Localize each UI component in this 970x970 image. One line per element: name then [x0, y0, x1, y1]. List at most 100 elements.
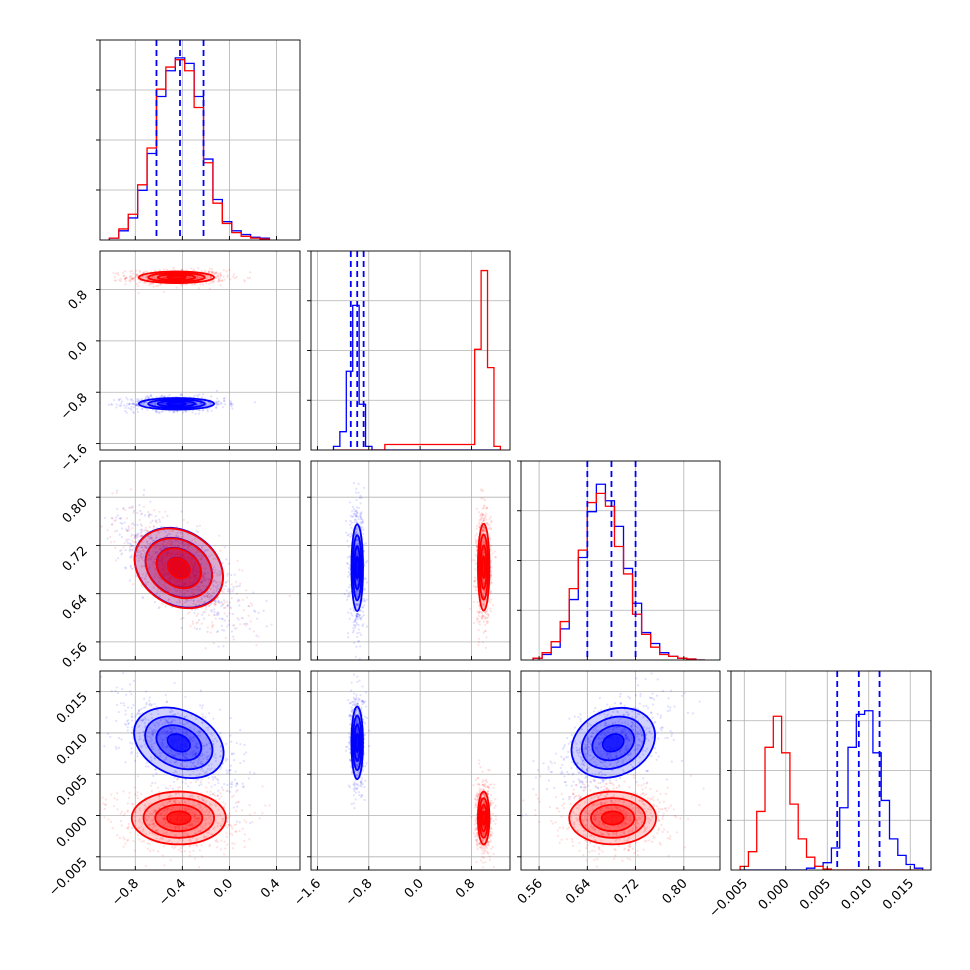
panel-p32 [307, 460, 511, 661]
contour-blue [166, 401, 187, 407]
tick-label: 0.0 [66, 339, 91, 364]
contour-red [481, 555, 487, 579]
panel-p4 [727, 670, 932, 871]
contour-red [130, 790, 227, 846]
contour-red [477, 790, 491, 846]
contour-blue [156, 399, 197, 408]
contour-red [154, 803, 204, 833]
contour-blue [350, 705, 364, 781]
tick-label: −0.8 [109, 876, 142, 909]
panel-content [311, 671, 510, 870]
contour-red [133, 527, 224, 610]
contour-blue [137, 397, 216, 411]
contour-red [142, 797, 216, 839]
contour-red [137, 270, 216, 284]
tick-label: −0.8 [58, 390, 91, 423]
contour-blue [351, 714, 363, 771]
hist-step-red [333, 269, 502, 450]
density-fill-red [168, 559, 189, 578]
density-fill-red [168, 812, 190, 824]
panels-layer [96, 39, 932, 871]
contour-red [481, 810, 487, 826]
panel-content [521, 461, 720, 660]
hist-step-red [108, 59, 271, 240]
tick-label: 0.0 [402, 876, 427, 901]
tick-label: −0.005 [706, 876, 751, 921]
panel-p43 [517, 670, 721, 871]
tick-label: −1.6 [291, 876, 324, 909]
contour-red [166, 557, 191, 580]
tick-label: 0.80 [660, 876, 691, 907]
tick-label: 0.010 [839, 876, 876, 913]
tick-label: 0.010 [54, 731, 91, 768]
panel-content [100, 40, 300, 240]
panel-frame [99, 670, 301, 871]
panel-frame [99, 460, 301, 661]
tick-label: 0.64 [60, 592, 91, 623]
contour-blue [166, 733, 191, 753]
tick-label: 0.80 [60, 495, 91, 526]
contour-red [479, 803, 488, 833]
tick-label: 0.56 [60, 640, 91, 671]
contour-blue [570, 706, 656, 779]
contour-blue [601, 733, 625, 753]
hist-step-blue [108, 57, 271, 240]
contour-blue [354, 555, 360, 580]
contour-blue [353, 723, 362, 762]
hist-step-red [739, 715, 923, 870]
panel-frame [310, 670, 511, 871]
tick-label: 0.005 [54, 772, 91, 809]
contour-blue [581, 715, 646, 770]
contour-blue [353, 545, 362, 591]
contour-red [155, 547, 202, 590]
panel-p31 [96, 460, 301, 661]
panel-content [100, 461, 300, 660]
tick-label: −0.8 [343, 876, 376, 909]
contour-blue [354, 732, 360, 753]
panel-content [311, 461, 510, 660]
tick-label: 0.8 [453, 876, 478, 901]
contour-blue [350, 523, 364, 613]
panel-content [100, 671, 300, 870]
panel-p3 [517, 460, 721, 661]
contour-red [478, 533, 489, 601]
contour-red [590, 803, 636, 833]
panel-content [311, 251, 510, 450]
panel-p42 [307, 670, 511, 871]
contour-blue [591, 724, 636, 762]
tick-label: 0.56 [515, 876, 546, 907]
panel-content [100, 251, 300, 450]
contour-blue [351, 534, 363, 602]
tick-label: 0.000 [756, 876, 793, 913]
tick-label: −0.005 [46, 855, 91, 900]
contour-blue [133, 706, 225, 779]
hist-step-red [532, 492, 705, 660]
tick-label: 0.0 [211, 876, 236, 901]
contour-red [477, 522, 491, 612]
panel-frame [310, 460, 511, 661]
contour-blue [155, 724, 203, 762]
panel-p41 [96, 670, 301, 871]
contour-red [166, 274, 187, 280]
tick-label: 0.015 [880, 876, 917, 913]
panel-content [731, 671, 931, 870]
panel-p1 [96, 39, 301, 241]
contour-red [166, 810, 192, 826]
tick-label: 0.64 [563, 876, 594, 907]
panel-frame [99, 250, 301, 451]
tick-label: −1.6 [58, 442, 91, 475]
tick-label: 0.4 [258, 876, 283, 901]
panel-frame [520, 670, 721, 871]
tick-label: 0.8 [66, 288, 91, 313]
density-fill-blue [603, 734, 623, 751]
tick-label: 0.72 [60, 544, 91, 575]
panel-p21 [96, 250, 301, 451]
scatter-red [100, 488, 291, 650]
tick-label: −0.4 [156, 876, 189, 909]
contour-red [579, 797, 647, 839]
tick-label: 0.72 [611, 876, 642, 907]
density-fill-blue [168, 734, 189, 751]
contour-red [568, 790, 657, 846]
contour-red [156, 273, 197, 282]
